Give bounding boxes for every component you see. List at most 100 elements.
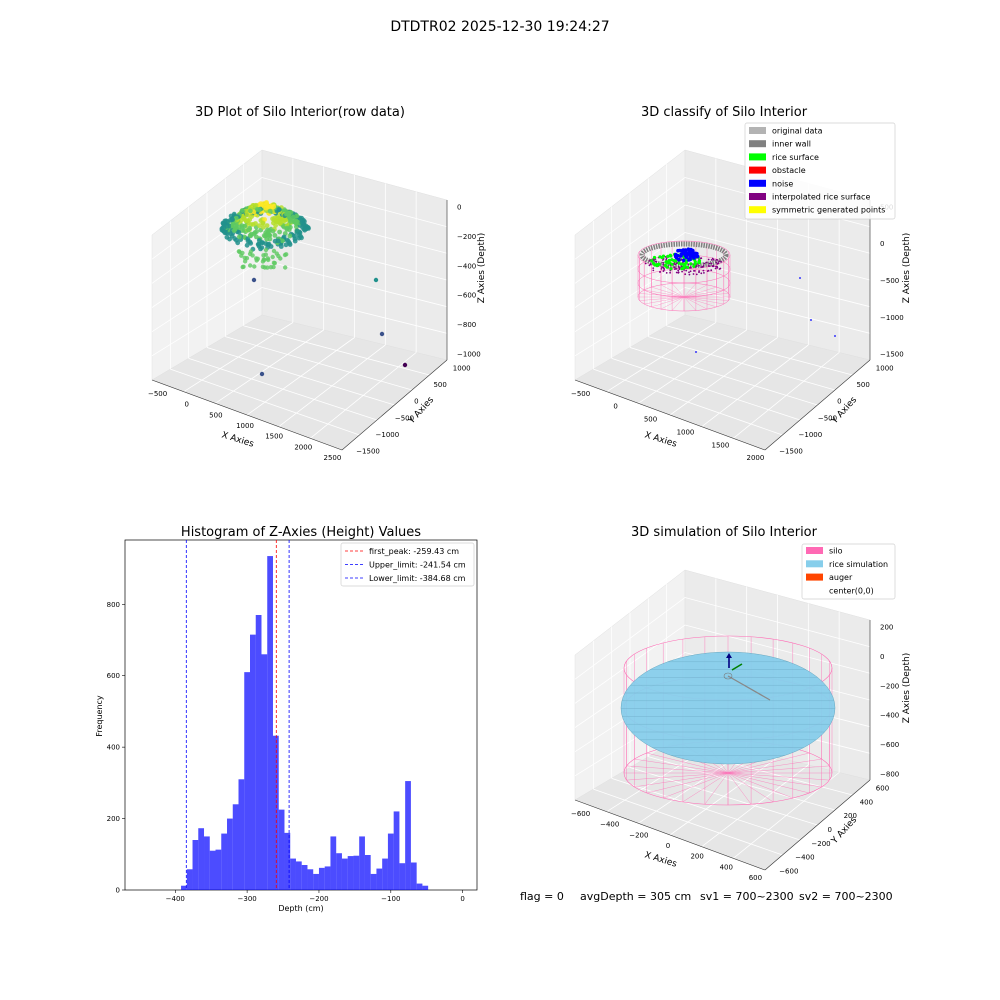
classify3d-interp-point bbox=[698, 270, 700, 272]
classify3d-interp-point bbox=[700, 266, 703, 268]
sim3d-legend-label: rice simulation bbox=[829, 560, 888, 569]
classify3d-interp-point bbox=[707, 258, 710, 261]
sim3d-legend-frame bbox=[801, 543, 896, 600]
raw3d-ztick: −1000 bbox=[457, 351, 481, 359]
classify3d-interp-point bbox=[665, 258, 668, 261]
classify3d-interp-point bbox=[684, 273, 687, 276]
classify3d-title: 3D classify of Silo Interior bbox=[641, 105, 808, 120]
hist-xtick-label: 0 bbox=[460, 895, 464, 903]
hist-ytick-label: 800 bbox=[107, 601, 120, 609]
classify3d-ytick: 0 bbox=[837, 398, 841, 406]
classify3d-interp-point bbox=[698, 264, 700, 267]
hist-bar bbox=[399, 863, 406, 890]
classify3d-interp-point bbox=[717, 262, 720, 265]
classify3d-interp-point bbox=[705, 261, 708, 264]
classify3d-rice-point bbox=[651, 261, 656, 265]
classify3d-rice-point bbox=[655, 264, 659, 268]
raw3d-point bbox=[250, 222, 256, 227]
sim3d-ztick: −600 bbox=[880, 741, 899, 749]
classify3d-ytick: −1500 bbox=[779, 447, 803, 455]
classify3d-rice-point bbox=[650, 259, 654, 263]
raw3d-point bbox=[253, 202, 259, 208]
raw3d-ztick: −400 bbox=[457, 262, 476, 270]
raw3d-ztick: 0 bbox=[457, 203, 461, 211]
classify3d-wire-spoke bbox=[651, 286, 685, 298]
raw3d-xtick: 500 bbox=[209, 411, 222, 419]
classify3d-xtick: 500 bbox=[644, 416, 657, 424]
raw3d-point bbox=[230, 217, 235, 223]
sim3d-legend-swatch bbox=[806, 560, 823, 568]
classify3d-interp-point bbox=[650, 263, 652, 266]
classify3d-wire-spoke bbox=[644, 289, 685, 298]
sim3d-xlabel: X Axies bbox=[643, 850, 678, 869]
raw3d-ytick: −1500 bbox=[356, 447, 380, 455]
classify3d-rice-point bbox=[677, 261, 681, 265]
raw3d-ytick: 500 bbox=[433, 381, 446, 389]
raw3d-point bbox=[239, 208, 245, 213]
sim3d-xtick: 600 bbox=[749, 874, 762, 882]
hist-bar bbox=[250, 634, 256, 890]
classify3d-wire-spoke bbox=[651, 296, 685, 308]
classify3d-noise-point bbox=[681, 248, 686, 252]
classify3d-rice-point bbox=[665, 265, 669, 269]
hist-bar bbox=[227, 818, 233, 890]
classify3d-noise-point bbox=[682, 252, 687, 256]
classify3d-wire-spoke bbox=[683, 296, 717, 308]
classify3d-rice-point bbox=[669, 267, 673, 271]
sim3d-ztick: −400 bbox=[880, 712, 899, 720]
sim3d-auger-ring bbox=[723, 672, 733, 680]
classify3d-interp-point bbox=[720, 260, 722, 263]
classify3d-rice-point bbox=[672, 259, 676, 263]
classify3d-noise-outlier bbox=[799, 277, 801, 279]
classify3d-wire-spoke bbox=[683, 283, 697, 298]
raw3d-outlier bbox=[259, 371, 265, 377]
raw3d-point bbox=[299, 217, 305, 223]
raw3d-point bbox=[267, 236, 273, 242]
classify3d-interp-point bbox=[700, 257, 703, 260]
classify3d-xlabel: X Axies bbox=[643, 430, 678, 449]
raw3d-point bbox=[236, 234, 242, 240]
classify3d-interp-point bbox=[708, 262, 711, 265]
classify3d-rice-point bbox=[668, 253, 672, 257]
hist-xtick-label: −300 bbox=[238, 895, 257, 903]
histogram-plot: −400 −300 −200 −100 0 0 200 400 600 800 first_peak… bbox=[107, 539, 478, 903]
hist-bar bbox=[221, 833, 228, 890]
classify3d-zlabel: Z Axies (Depth) bbox=[902, 233, 912, 304]
sim3d-ytick: 0 bbox=[828, 826, 832, 834]
classify3d-wire-spoke bbox=[683, 296, 708, 310]
raw3d-point bbox=[244, 242, 250, 248]
raw3d-point bbox=[263, 247, 269, 253]
classify3d-interp-point bbox=[652, 267, 655, 269]
raw3d-outlier bbox=[251, 277, 257, 283]
classify3d-interp-point bbox=[675, 268, 678, 270]
classify3d-interp-point bbox=[675, 262, 678, 265]
classify3d-noise-point bbox=[681, 258, 686, 263]
hist-bar bbox=[238, 779, 245, 890]
raw3d-point bbox=[233, 215, 239, 221]
hist-ytick-label: 600 bbox=[107, 672, 120, 680]
hist-bar bbox=[364, 855, 371, 890]
sim3d-wire-spoke bbox=[626, 772, 729, 781]
raw3d-xtick: 1000 bbox=[236, 422, 254, 430]
raw3d-point bbox=[264, 223, 270, 229]
classify3d-interp-point bbox=[710, 269, 713, 272]
hist-bar bbox=[416, 883, 423, 890]
classify3d-legend-swatch bbox=[749, 127, 766, 134]
hist-bar bbox=[272, 735, 279, 890]
classify3d-noise-point bbox=[678, 248, 682, 253]
classify3d-interp-point bbox=[719, 267, 722, 270]
raw3d-point bbox=[288, 224, 293, 230]
classify3d-ztick: 0 bbox=[880, 240, 884, 248]
sim3d-wire-spoke bbox=[727, 752, 810, 774]
sim3d-zlabel: Z Axies (Depth) bbox=[902, 653, 912, 724]
classify3d-xtick: −500 bbox=[571, 390, 590, 398]
classify3d-wire-spoke bbox=[639, 296, 685, 301]
sim3d-ytick: −200 bbox=[811, 840, 830, 848]
raw3d-point bbox=[277, 229, 282, 235]
hist-ylabel: Frequency bbox=[95, 695, 104, 737]
classify3d-wire-spoke bbox=[683, 286, 717, 298]
raw3d-point bbox=[248, 263, 253, 268]
sim3d-legend: silo rice simulation auger center(0,0) bbox=[801, 543, 896, 600]
hist-bar bbox=[341, 858, 348, 890]
hist-legend-label: Lower_limit: -384.68 cm bbox=[369, 574, 466, 583]
